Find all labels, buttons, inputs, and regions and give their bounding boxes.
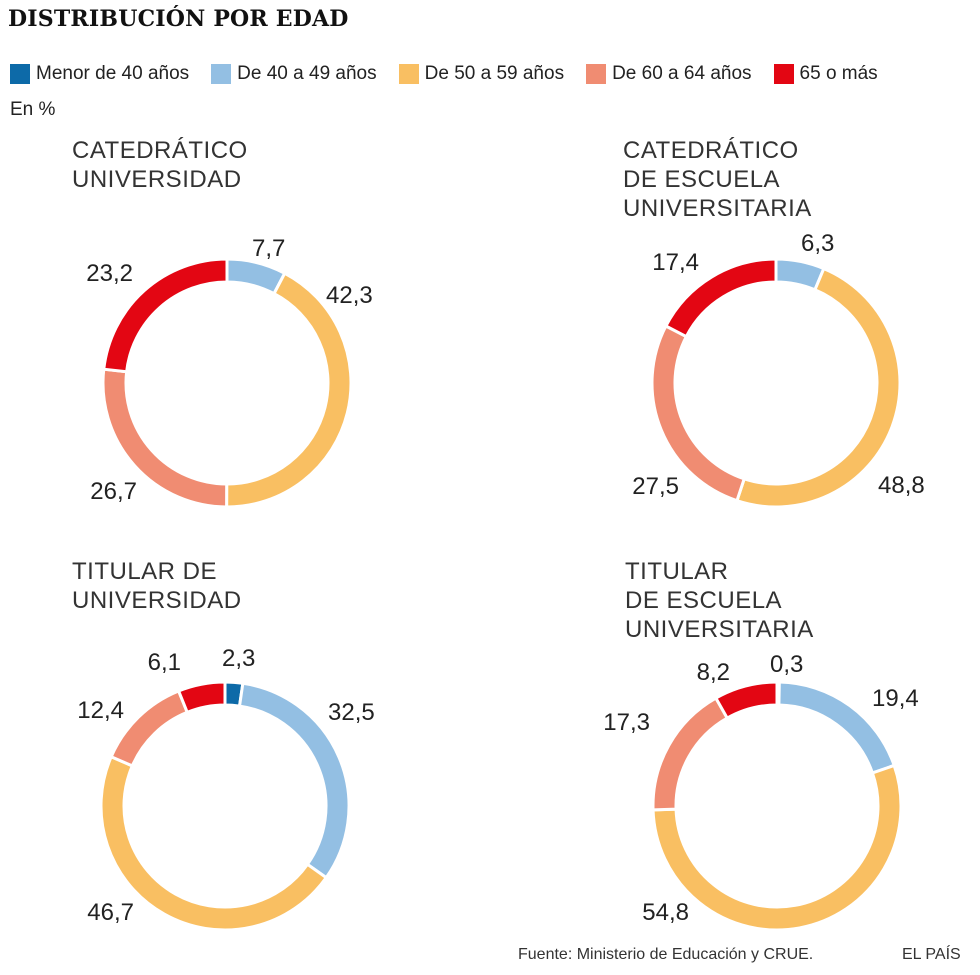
legend-item-60-64: De 60 a 64 años (586, 63, 752, 85)
data-label: 17,3 (603, 709, 650, 736)
donut-slice (99, 754, 329, 932)
brand-logo: EL PAÍS (902, 946, 961, 963)
legend-label: 65 o más (799, 63, 878, 84)
legend-swatch (773, 64, 794, 84)
donut-title-titular-escuela: TITULAR DE ESCUELA UNIVERSITARIA (625, 558, 814, 643)
legend-item-menor-40: Menor de 40 años (10, 63, 189, 85)
legend-swatch (398, 64, 419, 84)
legend-swatch (10, 64, 30, 84)
donut-slice (102, 257, 229, 374)
unit-label: En % (10, 99, 56, 120)
donut-title-catedratico-universidad: CATEDRÁTICO UNIVERSIDAD (72, 137, 248, 193)
donut-slice (713, 680, 779, 721)
data-label: 8,2 (697, 659, 730, 686)
legend-item-50-59: De 50 a 59 años (398, 63, 565, 85)
data-label: 46,7 (87, 899, 134, 926)
legend-swatch (211, 64, 232, 84)
legend-label: De 60 a 64 años (612, 63, 752, 84)
data-label: 19,4 (872, 685, 919, 712)
legend-label: Menor de 40 años (36, 63, 190, 84)
legend-swatch (586, 64, 607, 84)
legend: Menor de 40 años De 40 a 49 años De 50 a… (10, 62, 878, 86)
donut-title-titular-universidad: TITULAR DE UNIVERSIDAD (72, 558, 242, 614)
source-note: Fuente: Ministerio de Educación y CRUE. (518, 946, 814, 963)
data-label: 27,5 (632, 473, 679, 500)
donut-slice (651, 696, 730, 812)
data-label: 23,2 (86, 260, 133, 287)
data-label: 54,8 (642, 899, 689, 926)
data-label: 26,7 (90, 478, 137, 505)
data-label: 32,5 (328, 699, 375, 726)
chart-title: DISTRIBUCIÓN POR EDAD (8, 6, 349, 32)
donut-slice (735, 266, 902, 509)
donut-title-catedratico-escuela: CATEDRÁTICO DE ESCUELA UNIVERSITARIA (623, 137, 812, 222)
data-label: 6,1 (148, 649, 181, 676)
data-label: 7,7 (252, 235, 285, 262)
legend-item-65-mas: 65 o más (773, 63, 878, 85)
donut-slice (651, 763, 903, 932)
data-label: 17,4 (652, 249, 699, 276)
legend-item-40-49: De 40 a 49 años (211, 63, 377, 85)
legend-label: De 50 a 59 años (424, 63, 565, 84)
data-label: 0,3 (770, 651, 803, 678)
donut-slice (176, 680, 227, 715)
data-label: 2,3 (222, 645, 255, 672)
data-label: 48,8 (878, 472, 925, 499)
data-label: 42,3 (326, 282, 373, 309)
data-label: 6,3 (801, 230, 834, 257)
legend-label: De 40 a 49 años (237, 63, 377, 84)
donut-slice (663, 257, 778, 339)
data-label: 12,4 (77, 697, 124, 724)
